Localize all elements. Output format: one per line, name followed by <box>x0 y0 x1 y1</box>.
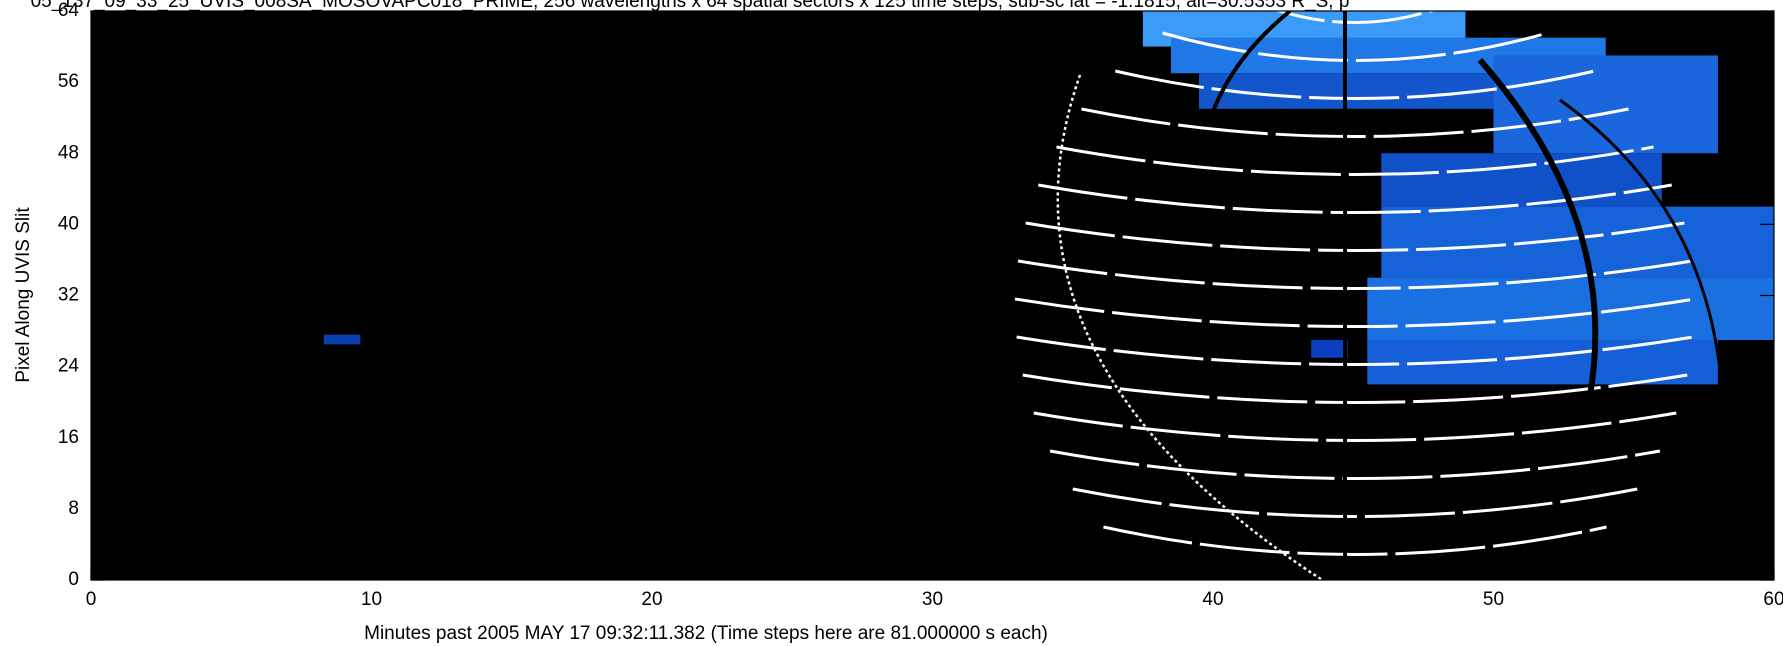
y-tick-label: 8 <box>68 498 79 519</box>
plot-area <box>91 11 1774 580</box>
y-tick-label: 64 <box>58 0 80 21</box>
latitude-line <box>1072 487 1638 518</box>
y-tick-label: 0 <box>68 569 79 590</box>
cell <box>323 334 361 345</box>
y-tick-label: 56 <box>58 71 79 92</box>
x-tick-label: 50 <box>1483 589 1504 610</box>
latitude-line <box>1016 335 1694 366</box>
axes: 0 10 20 30 40 50 60 0 8 16 24 32 40 48 56 64 <box>58 0 1783 610</box>
latitude-line <box>1038 183 1672 214</box>
meridian <box>1477 58 1599 396</box>
cell <box>1311 339 1348 358</box>
latitude-line <box>1033 411 1677 442</box>
latitude-line <box>1103 525 1607 556</box>
x-tick-label: 60 <box>1763 589 1783 610</box>
y-tick-label: 16 <box>58 427 79 448</box>
meridian <box>1056 74 1325 580</box>
y-tick-label: 24 <box>58 356 80 377</box>
latitude-line <box>1162 31 1548 62</box>
meridian <box>1208 11 1292 121</box>
x-axis-label: Minutes past 2005 MAY 17 09:32:11.382 (T… <box>364 623 1048 644</box>
latitude-line <box>1049 449 1661 480</box>
y-tick-label: 40 <box>58 213 79 234</box>
x-tick-label: 20 <box>641 589 662 610</box>
y-tick-label: 48 <box>58 142 79 163</box>
x-tick-label: 0 <box>86 589 97 610</box>
latitude-line <box>1025 221 1685 252</box>
chart-title: 05_137_09_33_25_UVIS_008SA_MOSOVAPC018_P… <box>31 0 1350 12</box>
cell <box>1381 153 1662 207</box>
latitude-line <box>1056 145 1654 176</box>
y-tick-label: 32 <box>58 285 79 306</box>
meridian <box>1559 98 1722 371</box>
x-tick-label: 10 <box>361 589 382 610</box>
latitude-line <box>1274 11 1436 24</box>
latitude-line <box>1081 107 1629 138</box>
latitude-line <box>1017 259 1693 290</box>
x-tick-label: 40 <box>1202 589 1223 610</box>
y-axis-label: Pixel Along UVIS Slit <box>13 207 34 383</box>
latitude-line <box>1014 297 1696 328</box>
latitude-line <box>1114 69 1596 100</box>
x-tick-label: 30 <box>922 589 943 610</box>
